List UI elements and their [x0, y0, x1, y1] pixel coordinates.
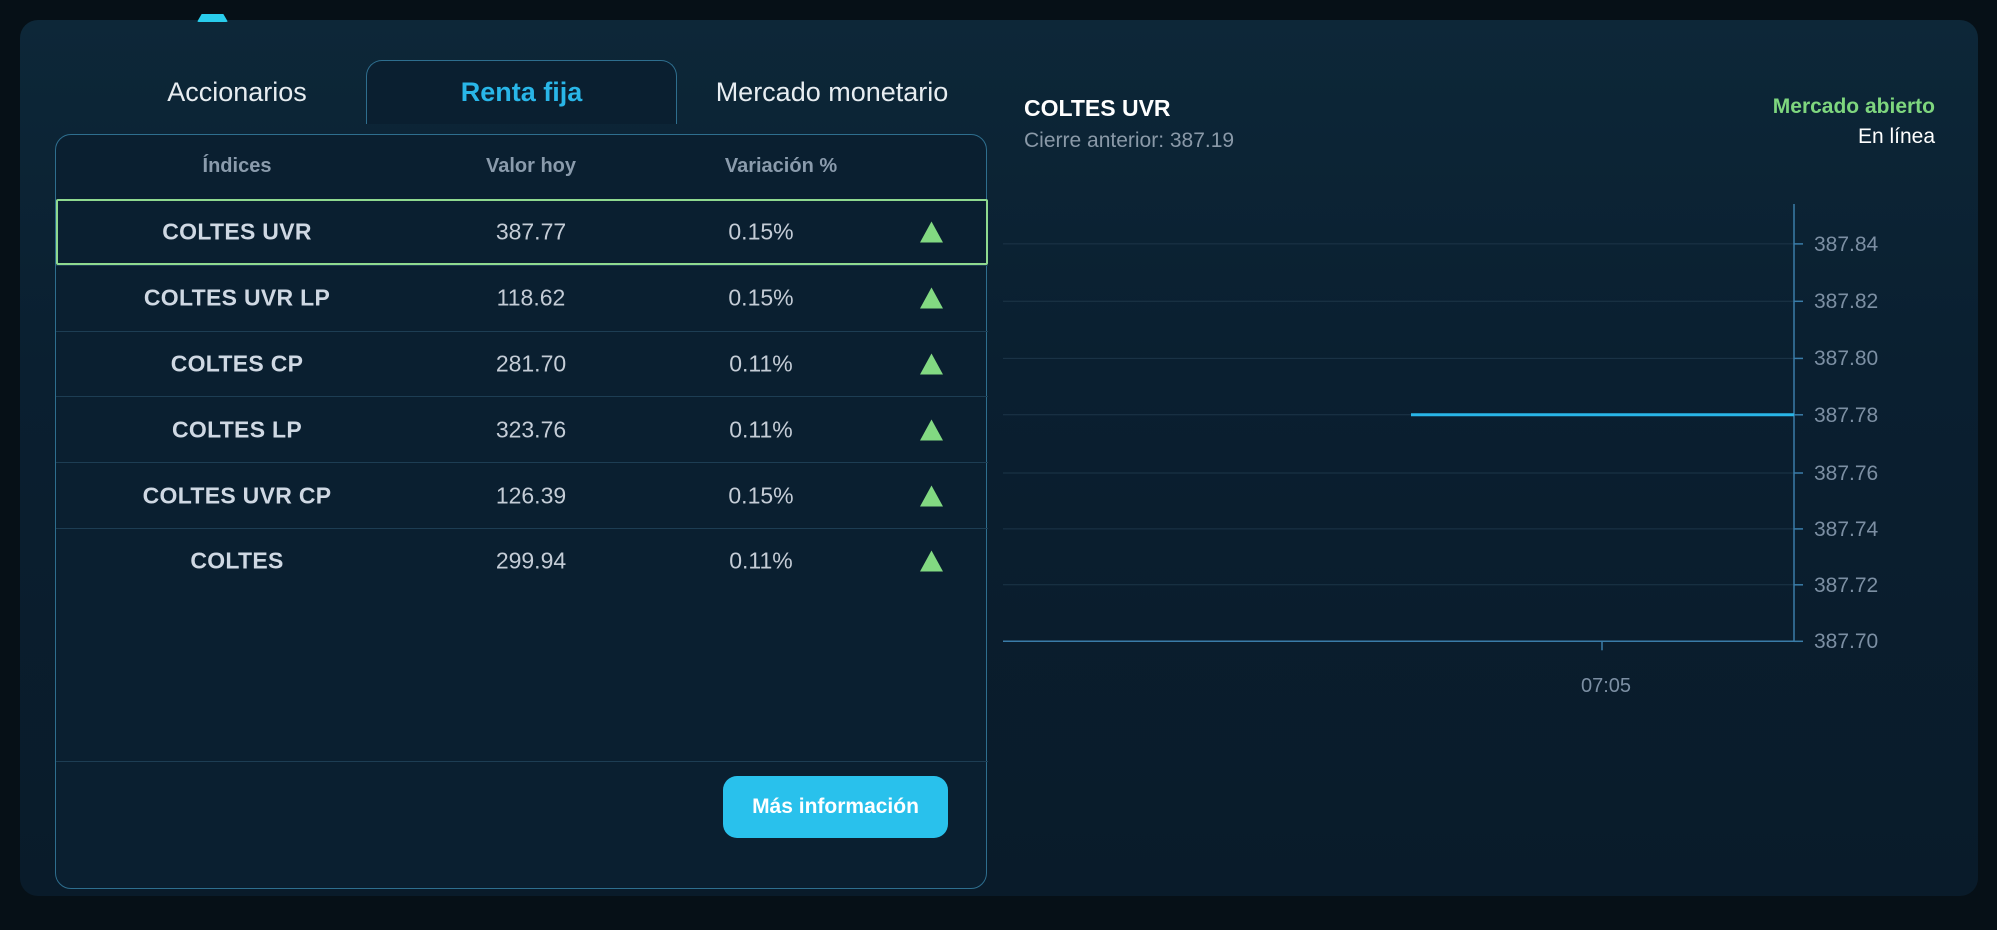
svg-text:387.72: 387.72 [1814, 574, 1878, 597]
svg-text:387.78: 387.78 [1814, 404, 1878, 427]
svg-text:387.84: 387.84 [1814, 233, 1879, 256]
svg-text:387.76: 387.76 [1814, 462, 1878, 485]
svg-text:387.74: 387.74 [1814, 518, 1879, 541]
svg-text:387.70: 387.70 [1814, 630, 1878, 653]
svg-text:387.80: 387.80 [1814, 347, 1878, 370]
svg-text:387.82: 387.82 [1814, 290, 1878, 313]
